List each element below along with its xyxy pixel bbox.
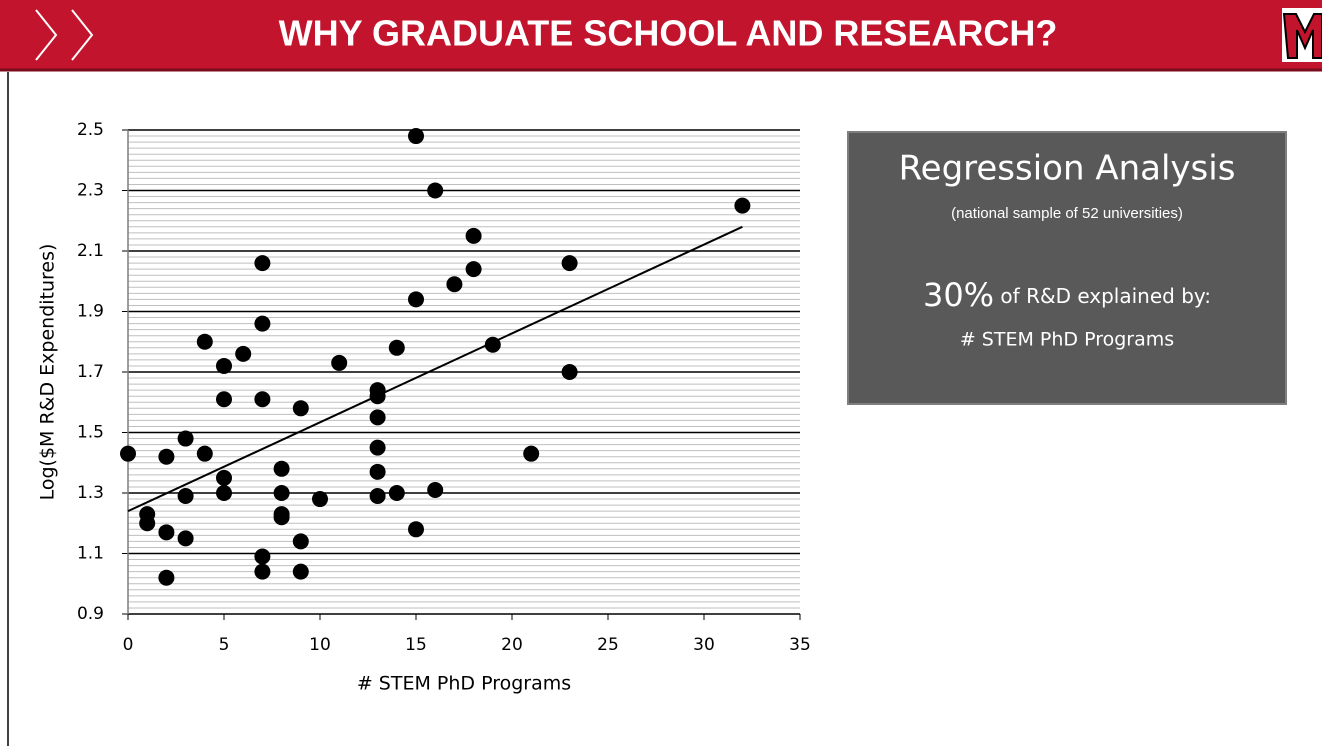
point (427, 182, 444, 199)
y-tick-label: 2.5 (77, 120, 104, 140)
point (369, 439, 386, 456)
point (254, 563, 271, 580)
point (177, 488, 194, 505)
x-tick-label: 5 (219, 635, 230, 655)
x-tick-label: 15 (405, 635, 427, 655)
point (196, 445, 213, 462)
point (369, 488, 386, 505)
panel-factor: # STEM PhD Programs (960, 329, 1174, 351)
point (292, 563, 309, 580)
point (465, 227, 482, 244)
chevron (71, 9, 94, 61)
panel-stat: 30% (923, 276, 994, 314)
x-axis-label: # STEM PhD Programs (357, 673, 571, 695)
x-tick-label: 35 (789, 635, 811, 655)
y-tick-label: 1.9 (77, 302, 104, 322)
slide-title: WHY GRADUATE SCHOOL AND RESEARCH? (279, 13, 1058, 54)
panel-subtitle: (national sample of 52 universities) (951, 205, 1183, 222)
point (408, 291, 424, 308)
y-tick-label: 2.1 (77, 241, 104, 261)
point (235, 345, 252, 362)
point (254, 391, 271, 408)
chevron (35, 9, 58, 61)
point (273, 485, 290, 501)
header-bar (0, 0, 1322, 70)
point (388, 339, 405, 356)
y-tick-label: 1.1 (77, 544, 104, 564)
panel-stat-line: 30% of R&D explained by: (923, 276, 1211, 314)
point (292, 400, 309, 417)
x-tick-label: 10 (309, 635, 331, 655)
point (158, 524, 175, 541)
point (216, 469, 232, 486)
point (523, 445, 540, 462)
x-tick-label: 30 (693, 635, 715, 655)
point (158, 569, 175, 586)
point (139, 515, 156, 532)
point (446, 276, 463, 293)
stats-panel (847, 131, 1287, 405)
trendline (127, 225, 743, 513)
point (369, 463, 386, 480)
y-tick-label: 2.3 (77, 181, 104, 201)
y-tick-label: 0.9 (77, 604, 104, 624)
point (177, 530, 194, 547)
point (273, 509, 290, 526)
y-tick-label: 1.7 (77, 362, 104, 382)
point (216, 391, 232, 408)
panel-title: Regression Analysis (899, 149, 1236, 189)
point (158, 448, 175, 465)
point (196, 333, 213, 350)
logo (1282, 13, 1322, 59)
point (312, 491, 328, 508)
point (273, 460, 290, 477)
point (465, 261, 482, 278)
x-tick-label: 0 (123, 635, 134, 655)
point (408, 128, 424, 145)
point (408, 521, 424, 538)
point (427, 481, 444, 498)
y-axis-label: Log($M R&D Expenditures) (37, 244, 59, 501)
x-tick-label: 25 (597, 635, 619, 655)
point (216, 357, 232, 374)
point (561, 255, 578, 272)
panel-stat-text: of R&D explained by: (994, 284, 1211, 308)
x-tick-label: 20 (501, 635, 523, 655)
point (216, 485, 232, 501)
point (561, 364, 578, 380)
point (254, 255, 271, 272)
point (120, 445, 136, 462)
point (177, 430, 194, 447)
y-tick-label: 1.3 (77, 483, 104, 503)
point (331, 354, 348, 371)
point (369, 409, 386, 426)
point (254, 315, 271, 332)
point (734, 197, 751, 214)
y-tick-label: 1.5 (77, 423, 104, 443)
point (254, 548, 271, 565)
point (292, 533, 309, 550)
point (388, 485, 405, 501)
